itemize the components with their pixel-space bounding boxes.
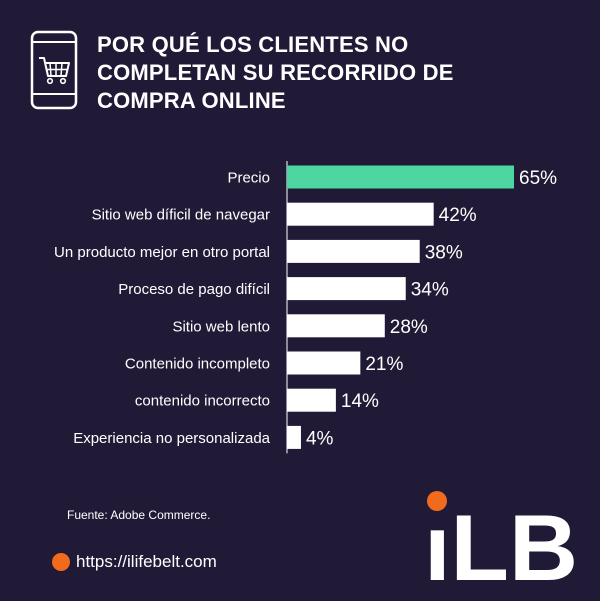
website-link[interactable]: https://ilifebelt.com xyxy=(52,552,217,572)
orange-dot-icon xyxy=(52,553,70,571)
page-title: POR QUÉ LOS CLIENTES NO COMPLETAN SU REC… xyxy=(97,31,567,115)
value-label: 42% xyxy=(439,205,477,226)
bar xyxy=(287,351,361,375)
logo-dot xyxy=(427,491,447,511)
logo-text: ıLB xyxy=(424,495,578,584)
category-label: Precio xyxy=(227,170,270,187)
value-label: 65% xyxy=(519,168,557,189)
bar xyxy=(287,314,385,338)
bar xyxy=(287,239,420,263)
category-label: Proceso de pago difícil xyxy=(118,281,270,298)
category-label: contenido incorrecto xyxy=(135,393,270,410)
category-label: Contenido incompleto xyxy=(125,356,270,373)
smartphone-cart-icon xyxy=(30,30,80,110)
ilb-logo: ıLB xyxy=(424,488,580,600)
value-label: 4% xyxy=(306,428,334,449)
value-label: 38% xyxy=(425,242,463,263)
bar xyxy=(287,202,434,226)
category-label: Sitio web díficil de navegar xyxy=(92,207,270,224)
source-note: Fuente: Adobe Commerce. xyxy=(67,508,211,522)
value-label: 28% xyxy=(390,317,428,338)
title-line-2: COMPLETAN SU RECORRIDO DE xyxy=(97,60,454,85)
bar xyxy=(287,388,336,412)
title-line-1: POR QUÉ LOS CLIENTES NO xyxy=(97,32,409,57)
bar-chart: Precio 65% Sitio web díficil de navegar 42%… xyxy=(54,161,557,454)
website-url: https://ilifebelt.com xyxy=(76,552,217,571)
category-label: Sitio web lento xyxy=(172,318,270,335)
value-label: 21% xyxy=(365,354,403,375)
category-label: Un producto mejor en otro portal xyxy=(54,244,270,261)
value-label: 14% xyxy=(341,391,379,412)
title-line-3: COMPRA ONLINE xyxy=(97,88,286,113)
bar xyxy=(287,425,301,449)
bar xyxy=(287,277,406,301)
category-label: Experiencia no personalizada xyxy=(73,430,270,447)
bar xyxy=(287,165,514,189)
value-label: 34% xyxy=(411,280,449,301)
